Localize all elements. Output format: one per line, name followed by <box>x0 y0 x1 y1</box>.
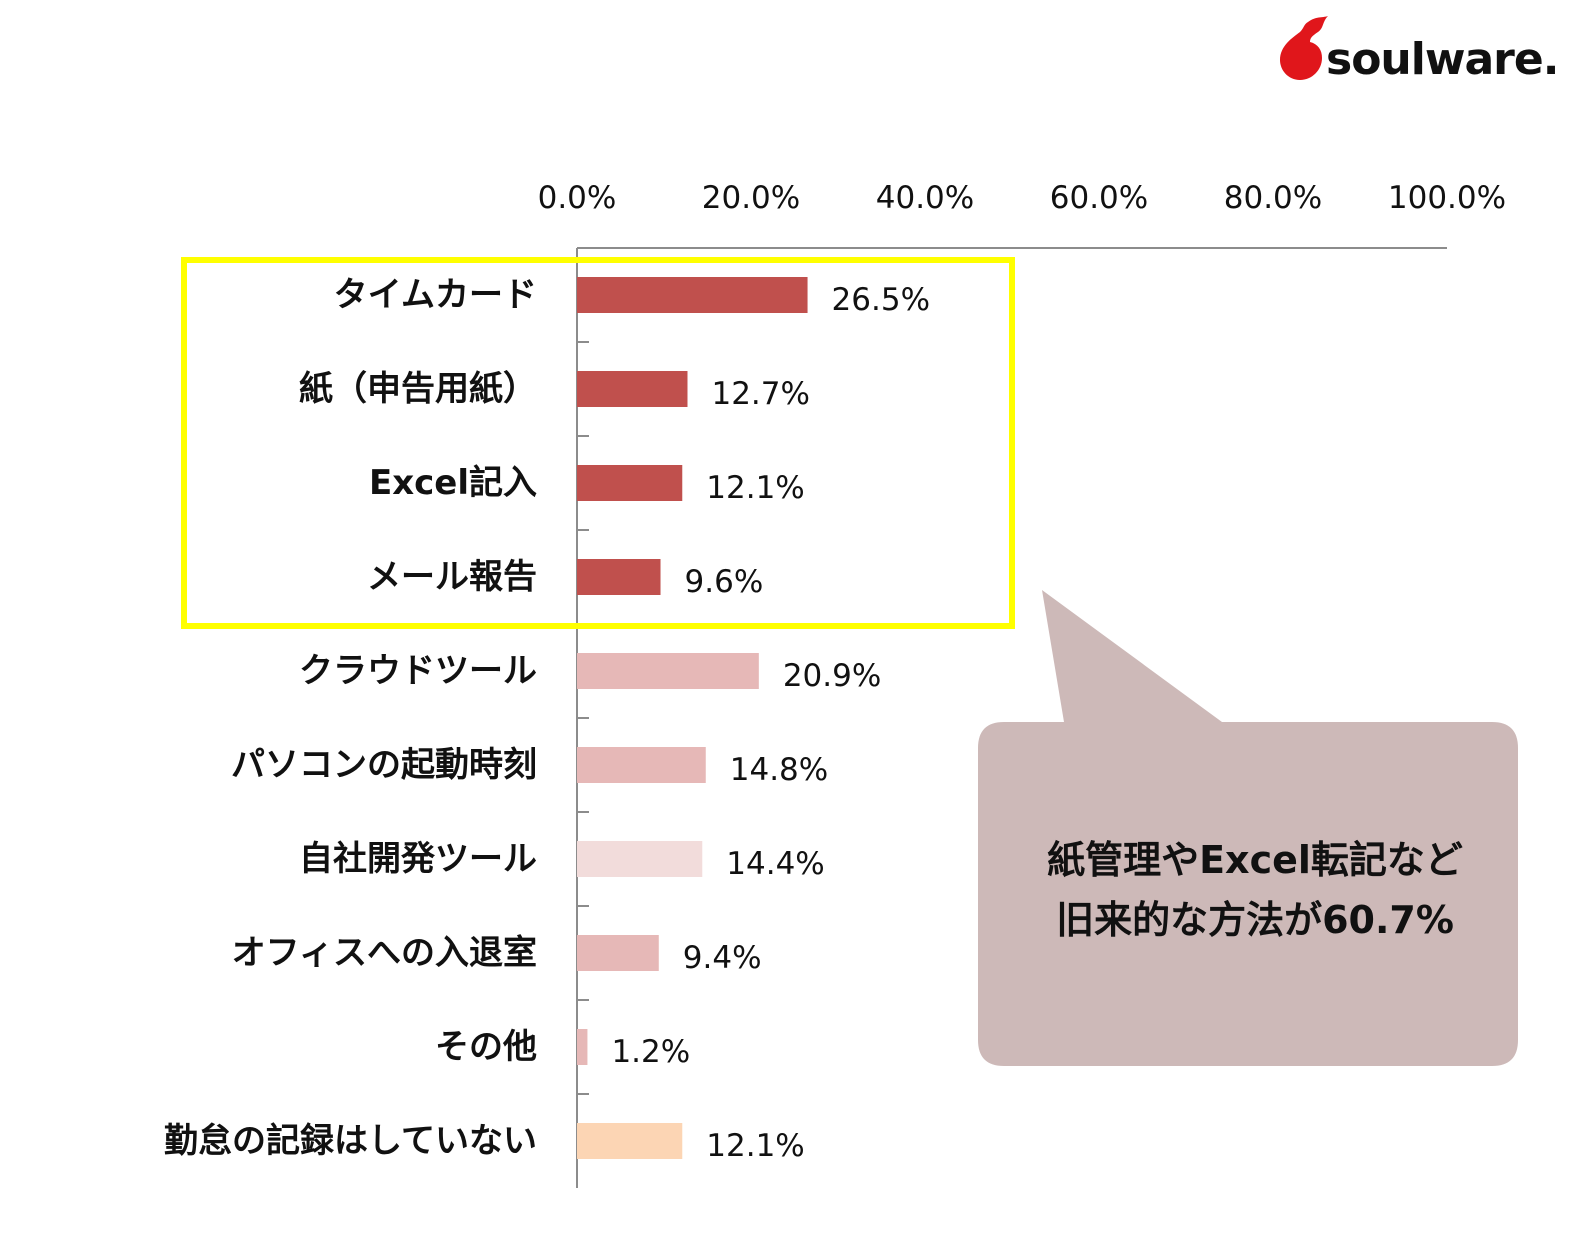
bar <box>577 747 706 783</box>
category-label: メール報告 <box>367 557 537 597</box>
category-label: タイムカード <box>334 275 537 315</box>
labels-group: タイムカード 26.5% 紙（申告用紙） 12.7% Excel記入 12.1% メール報告… <box>164 275 930 1164</box>
category-label: Excel記入 <box>369 463 537 503</box>
value-label: 12.7% <box>711 376 809 412</box>
bar <box>577 1029 588 1065</box>
value-label: 14.8% <box>730 752 828 788</box>
value-label: 12.1% <box>706 470 804 506</box>
callout-bubble <box>978 590 1518 1066</box>
value-label: 20.9% <box>783 658 881 694</box>
category-label: 自社開発ツール <box>299 839 537 879</box>
x-tick-label: 80.0% <box>1224 180 1322 216</box>
callout-text: 紙管理やExcel転記など 旧来的な方法が60.7% <box>985 830 1525 950</box>
value-label: 26.5% <box>832 282 930 318</box>
bar <box>577 1123 683 1159</box>
bar <box>577 559 661 595</box>
bars-group <box>577 277 808 1159</box>
x-tick-label: 40.0% <box>876 180 974 216</box>
axis-group: 0.0% 20.0% 40.0% 60.0% 80.0% 100.0% <box>538 180 1506 1188</box>
bar <box>577 465 683 501</box>
value-label: 9.4% <box>683 940 762 976</box>
value-label: 9.6% <box>685 564 764 600</box>
bar <box>577 277 808 313</box>
x-tick-label: 60.0% <box>1050 180 1148 216</box>
category-label: オフィスへの入退室 <box>232 933 537 973</box>
bar <box>577 841 703 877</box>
category-label: 勤怠の記録はしていない <box>164 1121 537 1161</box>
bar <box>577 653 759 689</box>
value-label: 14.4% <box>726 846 824 882</box>
x-tick-label: 100.0% <box>1388 180 1506 216</box>
category-label: パソコンの起動時刻 <box>231 745 537 785</box>
category-label: クラウドツール <box>299 651 537 691</box>
x-tick-label: 20.0% <box>702 180 800 216</box>
value-label: 12.1% <box>706 1128 804 1164</box>
bar <box>577 371 688 407</box>
category-label: その他 <box>435 1027 537 1067</box>
callout-line-1: 紙管理やExcel転記など <box>1047 838 1463 882</box>
brand-logo: soulware. <box>1278 14 1559 94</box>
x-tick-label: 0.0% <box>538 180 617 216</box>
value-label: 1.2% <box>611 1034 690 1070</box>
callout-line-2: 旧来的な方法が60.7% <box>1056 898 1454 942</box>
flame-icon <box>1280 16 1328 80</box>
category-label: 紙（申告用紙） <box>299 369 537 409</box>
highlight-box <box>181 257 1015 629</box>
brand-name: soulware. <box>1326 34 1559 85</box>
bar <box>577 935 659 971</box>
